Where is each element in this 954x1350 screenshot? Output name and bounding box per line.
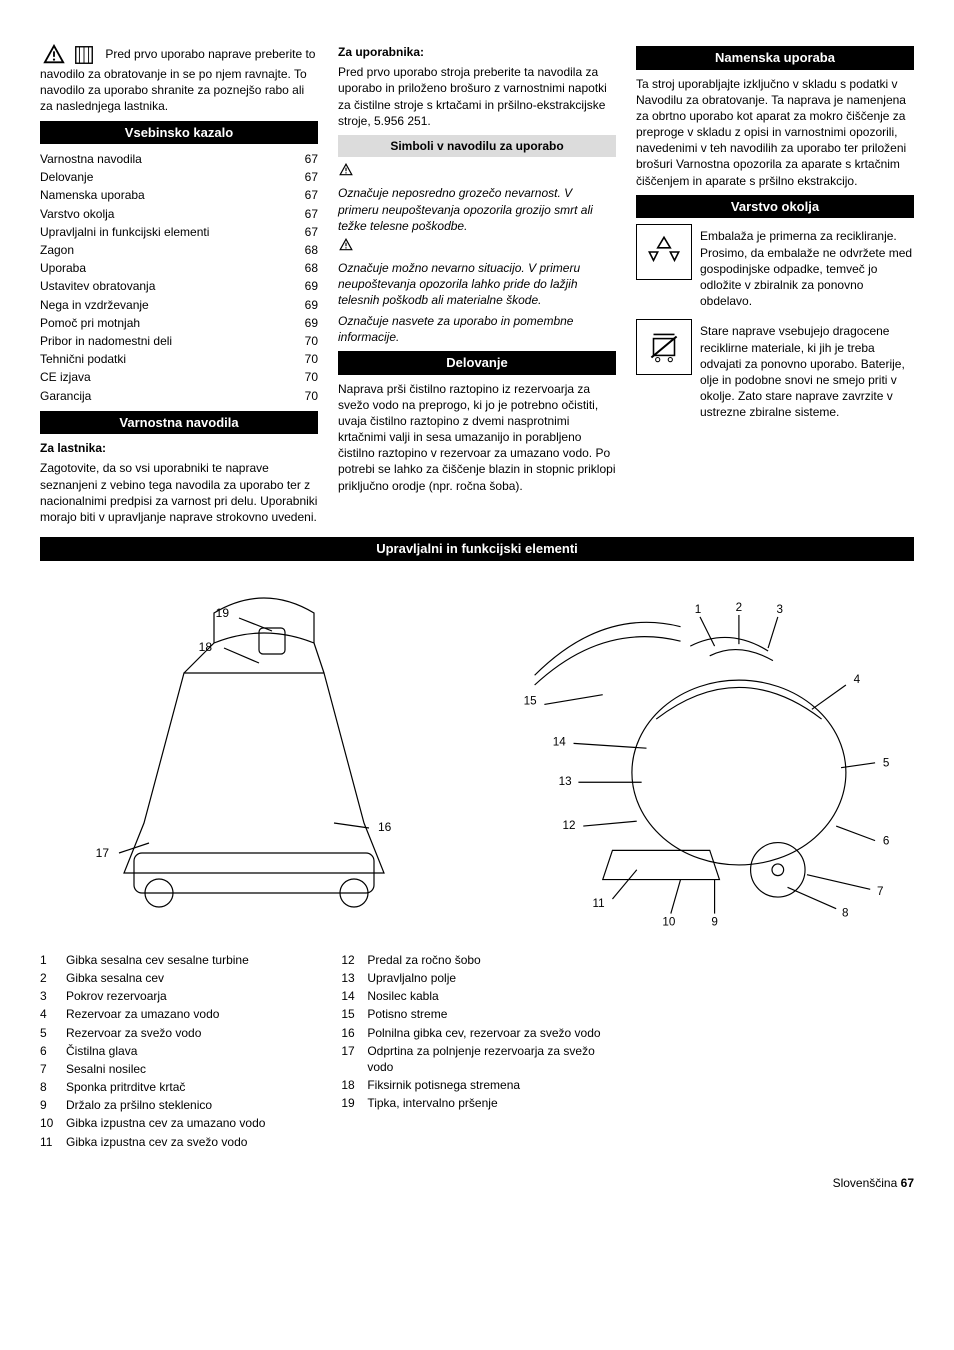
intended-text: Ta stroj uporabljajte izključno v skladu… <box>636 76 914 189</box>
toc-row: Ustavitev obratovanja69 <box>40 277 318 295</box>
warning-icon <box>40 44 68 66</box>
part-item: 2Gibka sesalna cev <box>40 969 311 987</box>
part-item: 11Gibka izpustna cev za svežo vodo <box>40 1133 311 1151</box>
toc-row: Varnostna navodila67 <box>40 150 318 168</box>
danger-text: Označuje neposredno grozečo nevarnost. V… <box>338 185 616 234</box>
diagram-area: 19 18 17 16 <box>40 573 914 933</box>
weee-icon <box>636 319 692 375</box>
callout-label: 11 <box>593 896 605 909</box>
owner-text: Zagotovite, da so vsi uporabniki te napr… <box>40 460 318 525</box>
page-footer: Slovenščina 67 <box>40 1175 914 1191</box>
callout-label: 17 <box>96 846 110 860</box>
part-item: 19Tipka, intervalno pršenje <box>341 1094 612 1112</box>
part-item: 15Potisno streme <box>341 1005 612 1023</box>
callout-label: 7 <box>877 885 883 898</box>
footer-lang: Slovenščina <box>833 1176 898 1190</box>
footer-page-number: 67 <box>901 1176 914 1190</box>
toc-row: Zagon68 <box>40 241 318 259</box>
callout-label: 4 <box>854 673 861 686</box>
part-item: 6Čistilna glava <box>40 1042 311 1060</box>
callout-label: 9 <box>711 915 717 928</box>
callout-label: 14 <box>553 735 566 748</box>
part-item: 16Polnilna gibka cev, rezervoar za svežo… <box>341 1024 612 1042</box>
intended-heading: Namenska uporaba <box>636 46 914 70</box>
env-heading: Varstvo okolja <box>636 195 914 219</box>
callout-label: 6 <box>883 834 889 847</box>
env-text-a: Embalaža je primerna za recikliranje. Pr… <box>700 228 914 309</box>
callout-label: 10 <box>662 915 675 928</box>
parts-list: 1Gibka sesalna cev sesalne turbine2Gibka… <box>40 951 914 1151</box>
manual-icon <box>70 44 98 66</box>
warn-icon <box>338 238 354 256</box>
callout-label: 19 <box>216 606 230 620</box>
owner-title: Za lastnika: <box>40 440 318 456</box>
danger-icon <box>338 163 354 181</box>
part-item: 7Sesalni nosilec <box>40 1060 311 1078</box>
env-text-b: Stare naprave vsebujejo dragocene recikl… <box>700 323 914 420</box>
toc-row: Tehnični podatki70 <box>40 350 318 368</box>
user-text: Pred prvo uporabo stroja preberite ta na… <box>338 64 616 129</box>
toc-row: Delovanje67 <box>40 168 318 186</box>
controls-heading: Upravljalni in funkcijski elementi <box>40 537 914 561</box>
toc-row: Pomoč pri motnjah69 <box>40 314 318 332</box>
diagram-left: 19 18 17 16 <box>64 573 444 933</box>
toc-row: Nega in vzdrževanje69 <box>40 296 318 314</box>
callout-label: 13 <box>559 775 572 788</box>
recycle-icon <box>636 224 692 280</box>
callout-label: 8 <box>842 906 848 919</box>
part-item: 1Gibka sesalna cev sesalne turbine <box>40 951 311 969</box>
intro-text: Pred prvo uporabo naprave preberite to n… <box>40 44 318 115</box>
callout-label: 2 <box>736 601 742 614</box>
symbols-heading: Simboli v navodilu za uporabo <box>338 135 616 157</box>
toc-row: Pribor in nadomestni deli70 <box>40 332 318 350</box>
part-item: 8Sponka pritrditve krtač <box>40 1078 311 1096</box>
part-item: 3Pokrov rezervoarja <box>40 987 311 1005</box>
env-row-weee: Stare naprave vsebujejo dragocene recikl… <box>636 319 914 424</box>
toc-row: CE izjava70 <box>40 368 318 386</box>
function-text: Naprava prši čistilno raztopino iz rezer… <box>338 381 616 494</box>
toc-heading: Vsebinsko kazalo <box>40 121 318 145</box>
part-item: 9Držalo za pršilno steklenico <box>40 1096 311 1114</box>
callout-label: 3 <box>777 603 783 616</box>
toc-list: Varnostna navodila67Delovanje67Namenska … <box>40 150 318 405</box>
callout-label: 12 <box>563 819 576 832</box>
toc-row: Garancija70 <box>40 387 318 405</box>
callout-label: 16 <box>378 820 392 834</box>
part-item: 4Rezervoar za umazano vodo <box>40 1005 311 1023</box>
callout-label: 1 <box>695 603 701 616</box>
toc-row: Uporaba68 <box>40 259 318 277</box>
callout-label: 18 <box>199 640 213 654</box>
toc-row: Namenska uporaba67 <box>40 186 318 204</box>
toc-row: Varstvo okolja67 <box>40 205 318 223</box>
part-item: 17Odprtina za polnjenje rezervoarja za s… <box>341 1042 612 1076</box>
env-row-recycle: Embalaža je primerna za recikliranje. Pr… <box>636 224 914 313</box>
info-text: Označuje nasvete za uporabo in pomembne … <box>338 313 616 345</box>
diagram-right: 1 2 3 4 5 6 7 8 9 10 11 12 13 14 15 <box>486 578 914 928</box>
part-item: 12Predal za ročno šobo <box>341 951 612 969</box>
part-item: 13Upravljalno polje <box>341 969 612 987</box>
toc-row: Upravljalni in funkcijski elementi67 <box>40 223 318 241</box>
callout-label: 5 <box>883 756 889 769</box>
part-item: 10Gibka izpustna cev za umazano vodo <box>40 1114 311 1132</box>
part-item: 18Fiksirnik potisnega stremena <box>341 1076 612 1094</box>
intro-icons <box>40 44 98 66</box>
part-item: 14Nosilec kabla <box>341 987 612 1005</box>
callout-label: 15 <box>524 694 537 707</box>
safety-heading: Varnostna navodila <box>40 411 318 435</box>
warn-text: Označuje možno nevarno situacijo. V prim… <box>338 260 616 309</box>
part-item: 5Rezervoar za svežo vodo <box>40 1024 311 1042</box>
function-heading: Delovanje <box>338 351 616 375</box>
user-title: Za uporabnika: <box>338 44 616 60</box>
